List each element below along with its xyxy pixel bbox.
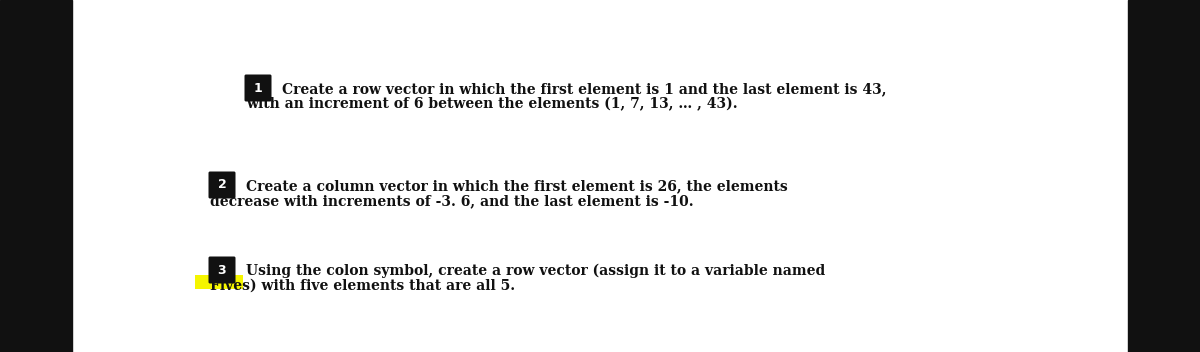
FancyBboxPatch shape bbox=[209, 257, 235, 283]
Text: Using the colon symbol, create a row vector (assign it to a variable named: Using the colon symbol, create a row vec… bbox=[246, 264, 826, 278]
Text: decrease with increments of -3. 6, and the last element is -10.: decrease with increments of -3. 6, and t… bbox=[210, 194, 694, 208]
FancyBboxPatch shape bbox=[209, 171, 235, 199]
Text: Create a row vector in which the first element is 1 and the last element is 43,: Create a row vector in which the first e… bbox=[282, 82, 887, 96]
Text: 1: 1 bbox=[253, 82, 263, 94]
Text: Fives) with five elements that are all 5.: Fives) with five elements that are all 5… bbox=[210, 279, 515, 293]
Text: with an increment of 6 between the elements (1, 7, 13, … , 43).: with an increment of 6 between the eleme… bbox=[246, 97, 738, 111]
Text: 2: 2 bbox=[217, 178, 227, 191]
FancyBboxPatch shape bbox=[245, 75, 271, 101]
Bar bbox=[194, 275, 242, 289]
Bar bbox=[1128, 0, 1200, 352]
Bar bbox=[0, 0, 72, 352]
Text: Create a column vector in which the first element is 26, the elements: Create a column vector in which the firs… bbox=[246, 179, 787, 193]
Text: 3: 3 bbox=[217, 264, 227, 277]
